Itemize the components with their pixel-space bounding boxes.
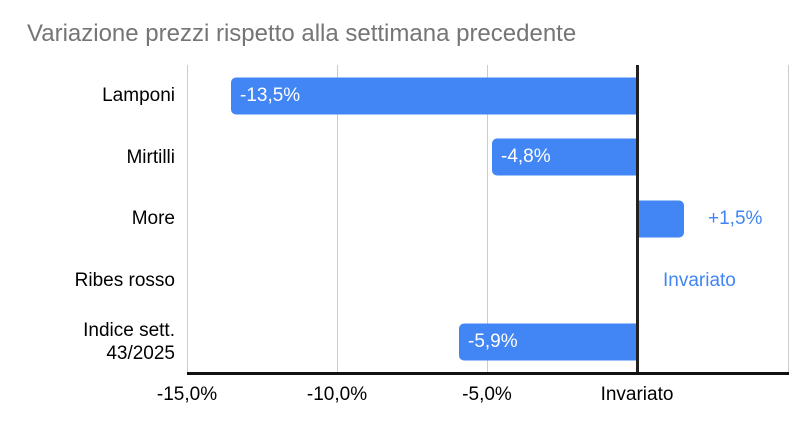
bar-rows: -13,5% -4,8% +1,5% Invariato -5,9% — [187, 65, 789, 373]
category-label-more: More — [131, 208, 175, 230]
bar-row-more: +1,5% — [187, 188, 789, 250]
bar-value-label-indice-sett: -5,9% — [468, 331, 518, 353]
x-tick-label-minus-15: -15,0% — [156, 384, 218, 405]
gridline-right-edge — [788, 65, 789, 373]
bar-more[interactable] — [636, 200, 684, 238]
category-label-ribes-rosso: Ribes rosso — [74, 270, 175, 292]
bar-value-label-more: +1,5% — [708, 207, 763, 229]
bar-row-lamponi: -13,5% — [187, 65, 789, 127]
bar-row-mirtilli: -4,8% — [187, 127, 789, 189]
zero-axis-line — [636, 65, 639, 373]
x-axis-baseline — [187, 372, 789, 375]
bar-indice-sett[interactable] — [459, 323, 636, 361]
x-axis: -15,0% -10,0% -5,0% Invariato — [157, 384, 789, 408]
chart-title: Variazione prezzi rispetto alla settiman… — [27, 20, 577, 47]
category-axis: Lamponi Mirtilli More Ribes rosso Indice… — [0, 65, 175, 373]
gridline-minus-15 — [187, 65, 188, 373]
gridline-minus-5 — [487, 65, 488, 373]
bar-value-label-lamponi: -13,5% — [240, 84, 301, 106]
plot-area: -13,5% -4,8% +1,5% Invariato -5,9% — [187, 65, 789, 375]
category-label-mirtilli: Mirtilli — [126, 146, 175, 168]
x-tick-label-minus-10: -10,0% — [306, 384, 368, 405]
bar-value-label-mirtilli: -4,8% — [501, 146, 551, 168]
bar-row-ribes-rosso: Invariato — [187, 250, 789, 312]
category-label-indice-sett: Indice sett. 43/2025 — [83, 320, 175, 365]
category-label-lamponi: Lamponi — [102, 85, 175, 107]
bar-value-label-ribes-rosso: Invariato — [663, 269, 736, 291]
x-tick-label-minus-5: -5,0% — [462, 384, 512, 405]
bar-mirtilli[interactable] — [492, 138, 636, 176]
gridline-minus-10 — [337, 65, 338, 373]
x-tick-label-invariato: Invariato — [600, 384, 674, 405]
bar-lamponi[interactable] — [231, 77, 636, 115]
bar-row-indice-sett: -5,9% — [187, 311, 789, 373]
